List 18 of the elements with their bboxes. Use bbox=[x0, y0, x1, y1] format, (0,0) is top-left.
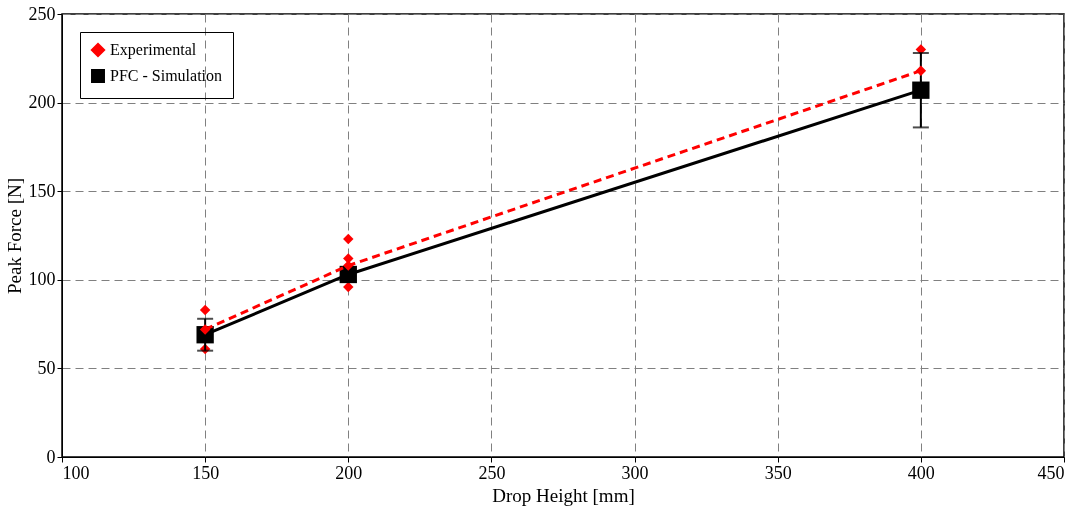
x-tick-label: 250 bbox=[478, 462, 506, 483]
x-tick-label: 400 bbox=[907, 462, 935, 483]
y-tick-label: 150 bbox=[28, 180, 56, 201]
x-tick-label: 200 bbox=[335, 462, 363, 483]
y-axis-title: Peak Force [N] bbox=[3, 177, 25, 295]
x-tick-label: 350 bbox=[764, 462, 792, 483]
y-tick-label: 50 bbox=[37, 357, 56, 378]
x-tick-label: 150 bbox=[192, 462, 220, 483]
x-tick-label: 100 bbox=[62, 462, 90, 483]
y-tick-label: 100 bbox=[28, 269, 56, 290]
legend-label: PFC - Simulation bbox=[110, 67, 223, 84]
y-tick-label: 200 bbox=[28, 92, 56, 113]
y-tick-label: 250 bbox=[28, 3, 56, 24]
x-tick-label: 300 bbox=[621, 462, 649, 483]
legend-label: Experimental bbox=[110, 41, 197, 59]
y-tick-label: 0 bbox=[46, 446, 56, 467]
x-tick-label: 450 bbox=[1037, 462, 1065, 483]
x-axis-title: Drop Height [mm] bbox=[492, 484, 635, 506]
